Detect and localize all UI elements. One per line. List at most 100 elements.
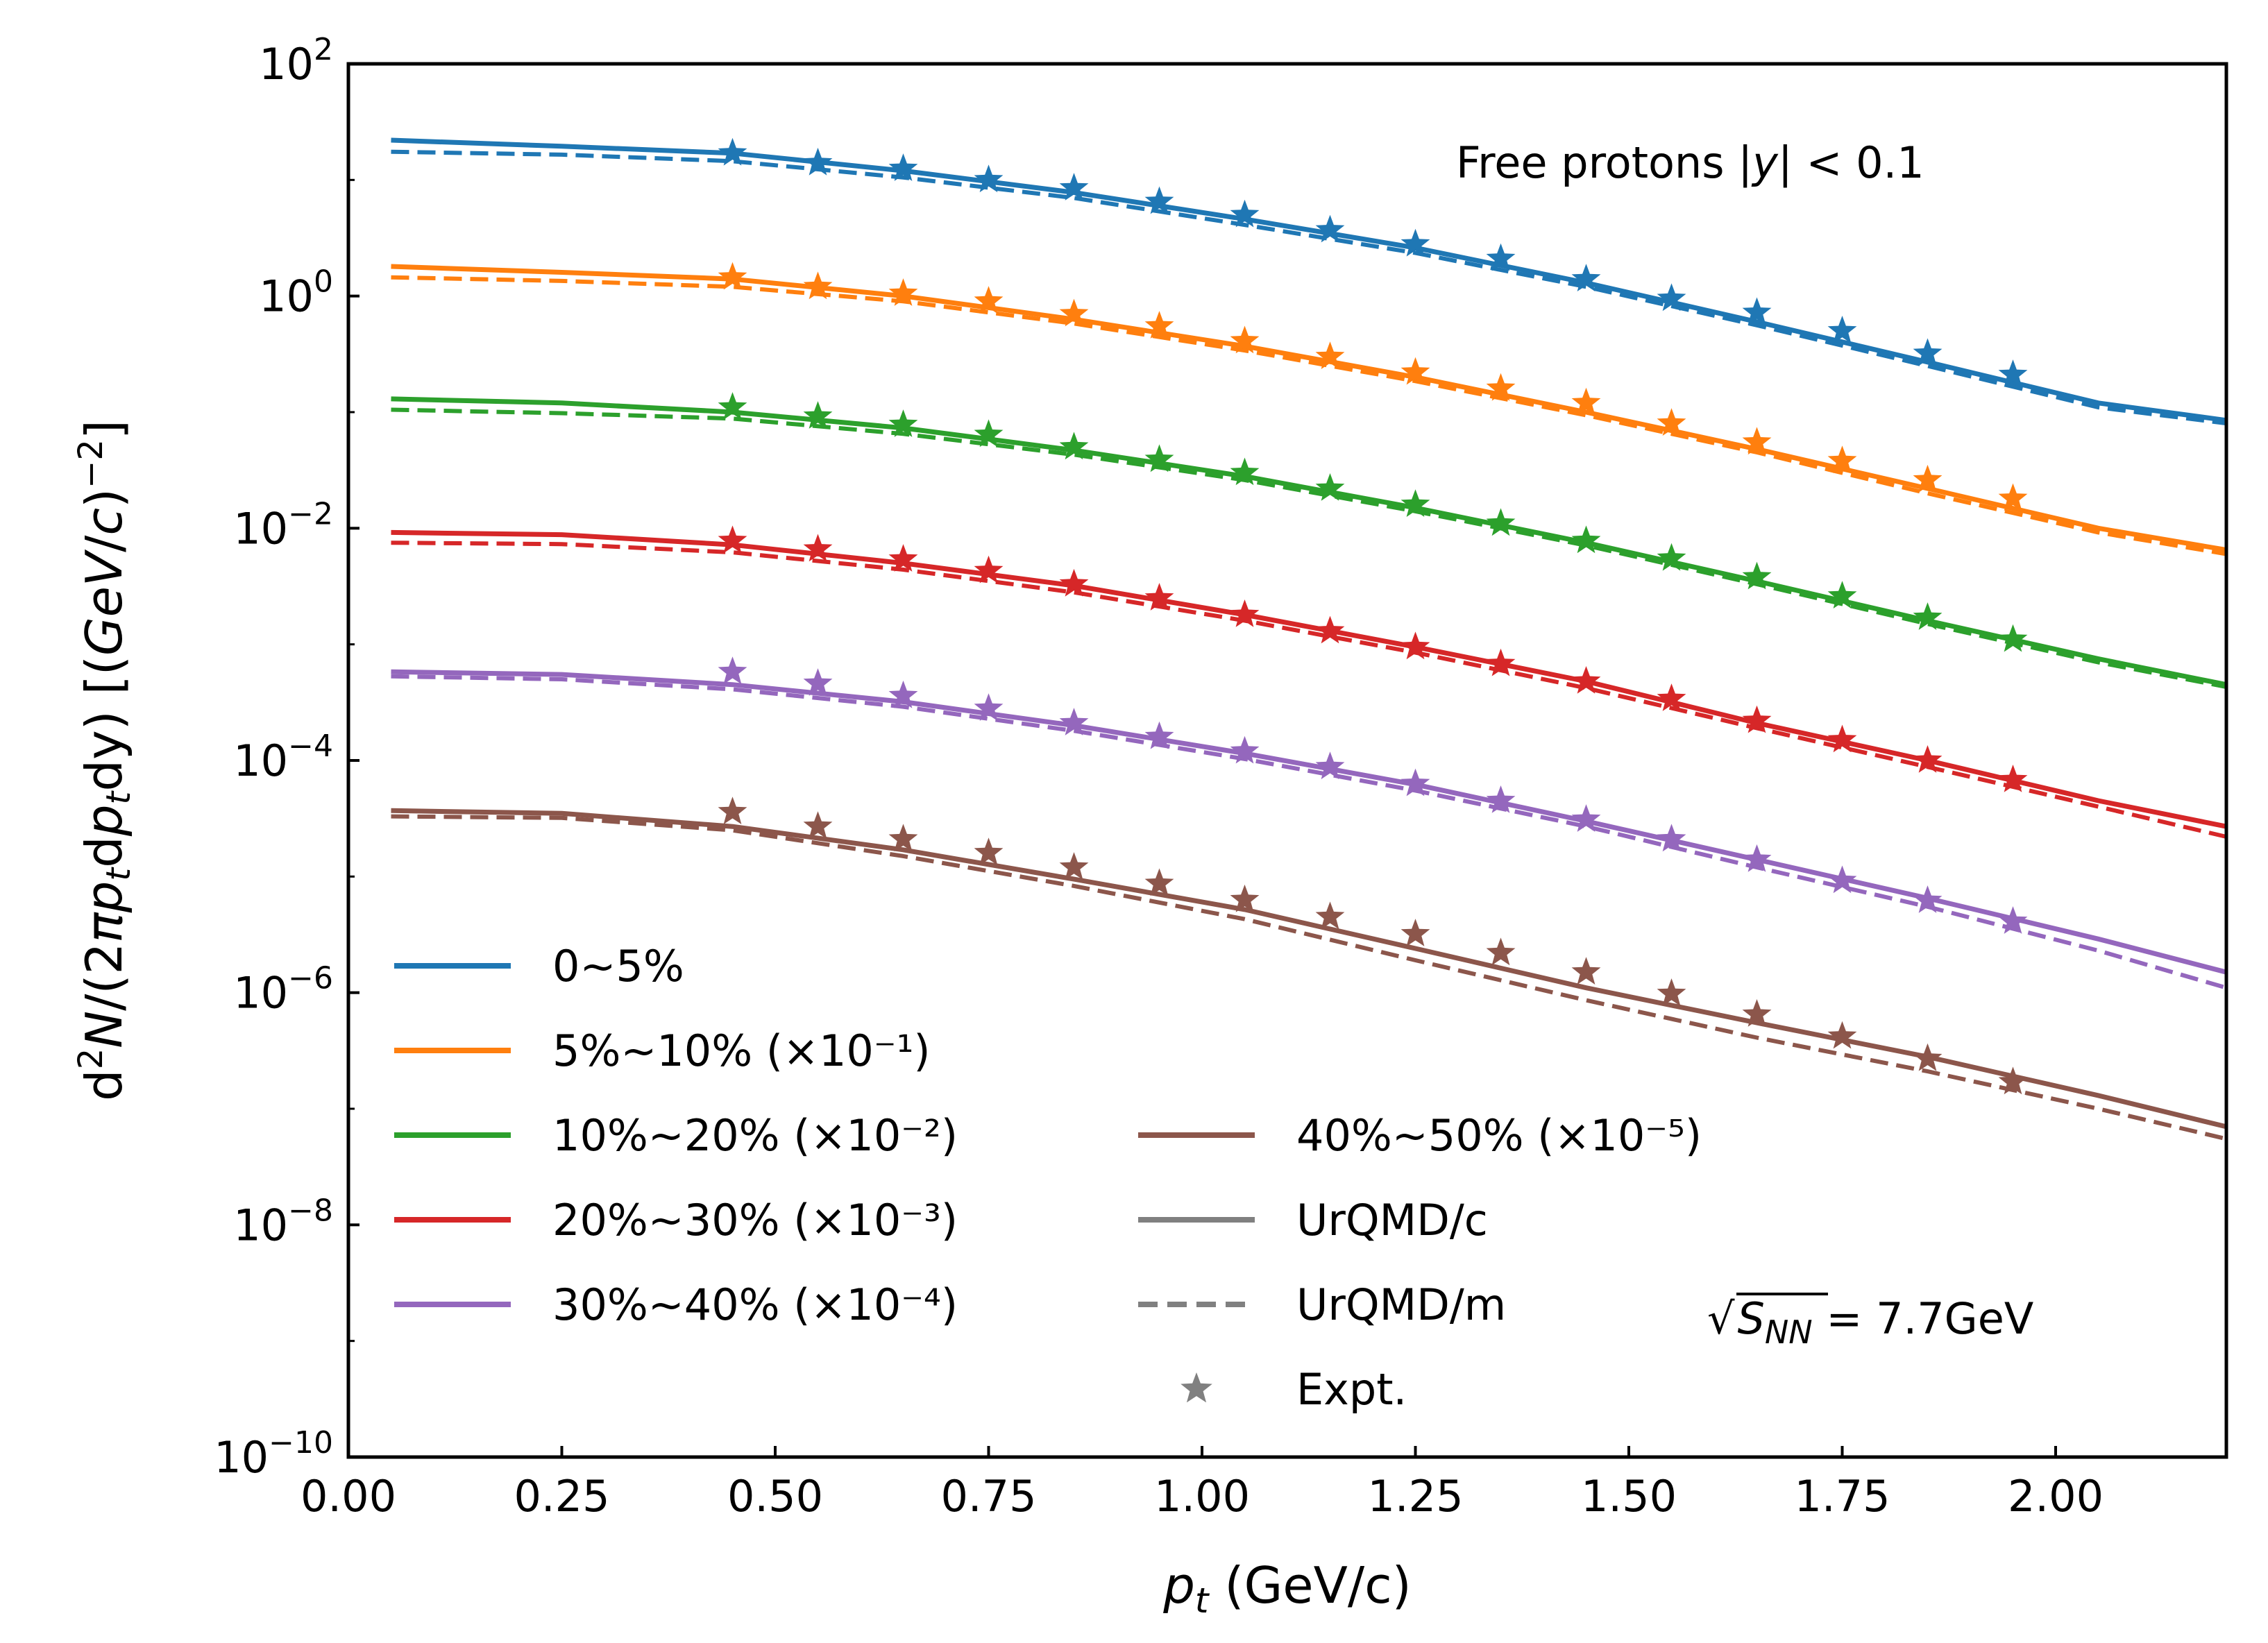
series-1-expt-point [1657, 408, 1686, 436]
x-tick-label: 1.50 [1581, 1471, 1677, 1522]
series-5-expt-point [1913, 1043, 1943, 1071]
series-2-expt-point [1144, 444, 1174, 473]
series-5 [391, 797, 2227, 1141]
series-1-expt-point [1315, 341, 1345, 369]
series-0-expt-point [888, 153, 918, 181]
series-5-expt-point [1571, 957, 1601, 985]
x-tick-label: 0.50 [727, 1471, 823, 1522]
series-5-expt-point [1998, 1066, 2028, 1095]
series-0 [391, 137, 2227, 426]
series-0-expt-point [1913, 338, 1943, 366]
series-0-urqmd-c-line [391, 137, 2227, 423]
x-tick-label: 2.00 [2008, 1471, 2104, 1522]
series-1-urqmd-m-line [391, 275, 2227, 556]
series-2-expt-point [1230, 457, 1260, 486]
series-0-expt-point [1571, 264, 1601, 291]
series-2-expt-point [1315, 473, 1345, 501]
legend-label: Expt. [1296, 1364, 1407, 1415]
series-1-expt-point [1400, 357, 1430, 385]
series-4-expt-point [974, 693, 1004, 721]
plot-marks [391, 137, 2227, 1141]
series-3-expt-point [888, 544, 918, 572]
series-0-expt-point [1486, 243, 1516, 271]
series-2-expt-point [1998, 624, 2028, 652]
series-3-expt-point [1315, 615, 1345, 644]
series-3 [391, 525, 2227, 839]
y-tick-label: 10−8 [233, 1193, 333, 1250]
series-1-expt-point [1486, 373, 1516, 401]
series-5-expt-point [718, 797, 747, 824]
series-4-expt-point [718, 656, 747, 685]
x-tick-label: 0.75 [940, 1471, 1036, 1522]
series-1-expt-point [718, 262, 747, 290]
series-3-expt-point [1657, 683, 1686, 711]
series-0-expt-point [1657, 283, 1686, 312]
series-2-expt-point [1486, 508, 1516, 536]
series-1-expt-point [888, 278, 918, 306]
series-0-expt-point [718, 137, 747, 166]
series-0-expt-point [1998, 359, 2028, 387]
legend-label: 30%~40% (×10⁻⁴) [552, 1279, 958, 1330]
energy-label: √SNN = 7.7GeV [1707, 1293, 2033, 1351]
x-tick-label: 1.75 [1794, 1471, 1890, 1522]
series-1-expt-point [1230, 325, 1260, 354]
series-0-expt-point [1827, 316, 1857, 343]
series-4-expt-point [1059, 708, 1089, 735]
series-5-expt-point [974, 837, 1004, 865]
y-tick-label: 10−6 [233, 961, 333, 1019]
series-5-expt-point [888, 824, 918, 852]
series-2-expt-point [1571, 525, 1601, 554]
series-1-expt-point [1571, 387, 1601, 416]
legend-label: 0~5% [552, 941, 684, 991]
series-1-expt-point [1144, 311, 1174, 339]
legend-label: UrQMD/c [1296, 1195, 1488, 1245]
y-axis-title: d2N/(2πptdptdy) [(GeV/c)−2] [71, 420, 138, 1101]
y-tick-label: 10−4 [233, 729, 333, 786]
annotation-free-protons: Free protons |y| < 0.1 [1456, 137, 1924, 189]
series-1-expt-point [974, 286, 1004, 314]
series-4-expt-point [1657, 824, 1686, 852]
series-4-expt-point [1827, 865, 1857, 894]
series-0-expt-point [1059, 173, 1089, 201]
series-5-expt-point [1657, 978, 1686, 1006]
svg-text:√SNN = 7.7GeV: √SNN = 7.7GeV [1707, 1293, 2033, 1351]
x-axis-title: pt (GeV/c) [1162, 1556, 1412, 1621]
series-0-expt-point [1742, 297, 1772, 325]
series-5-urqmd-m-line [391, 814, 2227, 1141]
series-5-expt-point [1315, 901, 1345, 930]
series-3-expt-point [1913, 745, 1943, 773]
series-0-expt-point [803, 147, 833, 176]
series-2 [391, 392, 2227, 689]
series-3-expt-point [1059, 568, 1089, 597]
series-1-expt-point [1059, 298, 1089, 327]
series-3-expt-point [1998, 765, 2028, 792]
series-5-expt-point [1827, 1021, 1857, 1049]
x-tick-label: 1.00 [1154, 1471, 1250, 1522]
series-3-expt-point [1144, 583, 1174, 611]
series-4-expt-point [1400, 768, 1430, 797]
series-4-expt-point [1571, 804, 1601, 832]
series-5-expt-point [1742, 999, 1772, 1027]
series-3-expt-point [1230, 599, 1260, 627]
series-5-expt-point [1144, 868, 1174, 896]
series-4-expt-point [803, 668, 833, 696]
series-5-expt-point [1059, 852, 1089, 880]
series-4 [391, 656, 2227, 990]
series-0-expt-point [1315, 214, 1345, 243]
series-2-expt-point [1657, 543, 1686, 571]
y-tick-label: 10−10 [214, 1425, 333, 1483]
legend-label: UrQMD/m [1296, 1279, 1506, 1330]
series-5-expt-point [1486, 937, 1516, 966]
series-4-expt-point [888, 680, 918, 708]
series-2-expt-point [1742, 561, 1772, 590]
series-3-urqmd-m-line [391, 540, 2227, 839]
series-2-expt-point [1400, 489, 1430, 517]
series-5-expt-point [1400, 919, 1430, 946]
series-3-expt-point [1827, 724, 1857, 753]
series-2-expt-point [974, 419, 1004, 448]
series-2-expt-point [1827, 581, 1857, 608]
series-5-expt-point [1230, 884, 1260, 912]
series-3-expt-point [803, 534, 833, 562]
y-tick-label: 102 [259, 32, 333, 90]
series-1 [391, 262, 2227, 556]
